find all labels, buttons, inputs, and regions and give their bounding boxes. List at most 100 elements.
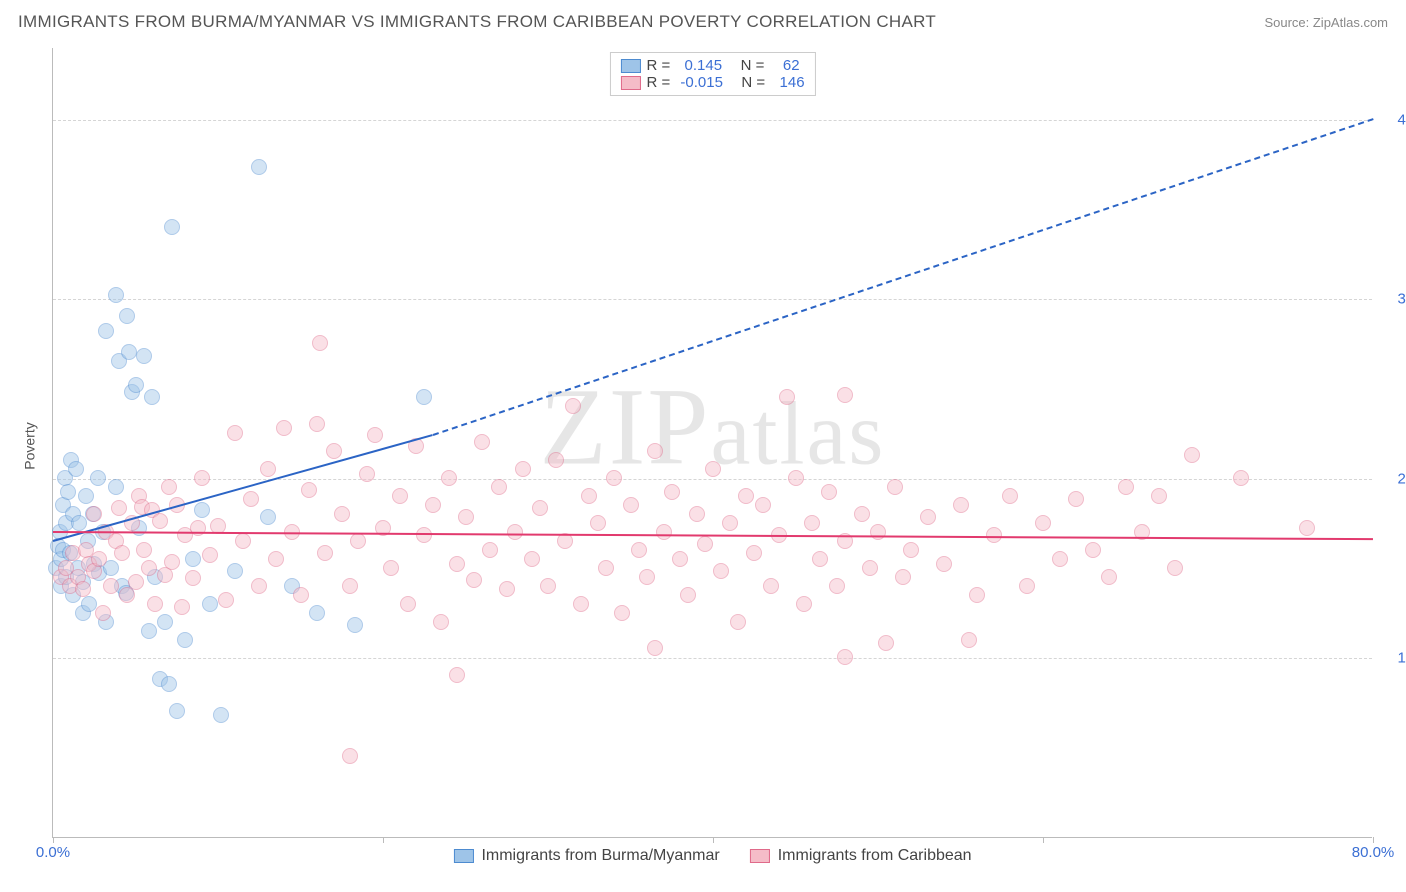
data-point bbox=[474, 434, 490, 450]
data-point bbox=[202, 596, 218, 612]
data-point bbox=[293, 587, 309, 603]
data-point bbox=[738, 488, 754, 504]
y-tick-label: 10.0% bbox=[1380, 650, 1406, 667]
data-point bbox=[98, 323, 114, 339]
data-point bbox=[161, 676, 177, 692]
data-point bbox=[309, 605, 325, 621]
data-point bbox=[157, 614, 173, 630]
data-point bbox=[301, 482, 317, 498]
data-point bbox=[796, 596, 812, 612]
r-value: 0.145 bbox=[676, 57, 722, 74]
data-point bbox=[144, 389, 160, 405]
data-point bbox=[141, 560, 157, 576]
legend-series: Immigrants from Burma/Myanmar Immigrants … bbox=[453, 847, 971, 865]
data-point bbox=[121, 344, 137, 360]
data-point bbox=[441, 470, 457, 486]
data-point bbox=[350, 533, 366, 549]
data-point bbox=[722, 515, 738, 531]
data-point bbox=[1151, 488, 1167, 504]
data-point bbox=[449, 556, 465, 572]
data-point bbox=[276, 420, 292, 436]
data-point bbox=[1233, 470, 1249, 486]
data-point bbox=[1002, 488, 1018, 504]
data-point bbox=[359, 466, 375, 482]
data-point bbox=[812, 551, 828, 567]
x-tick-mark bbox=[713, 837, 714, 843]
data-point bbox=[664, 484, 680, 500]
data-point bbox=[309, 416, 325, 432]
data-point bbox=[895, 569, 911, 585]
data-point bbox=[243, 491, 259, 507]
data-point bbox=[78, 488, 94, 504]
source-text: Source: ZipAtlas.com bbox=[1264, 15, 1388, 30]
data-point bbox=[213, 707, 229, 723]
n-value: 62 bbox=[770, 57, 799, 74]
data-point bbox=[91, 551, 107, 567]
legend-item: Immigrants from Caribbean bbox=[750, 847, 972, 865]
x-tick-mark bbox=[1043, 837, 1044, 843]
data-point bbox=[185, 570, 201, 586]
data-point bbox=[755, 497, 771, 513]
x-tick-label: 80.0% bbox=[1352, 844, 1395, 861]
data-point bbox=[416, 389, 432, 405]
n-label: N = bbox=[728, 57, 764, 74]
data-point bbox=[174, 599, 190, 615]
data-point bbox=[936, 556, 952, 572]
data-point bbox=[136, 542, 152, 558]
x-tick-label: 0.0% bbox=[36, 844, 70, 861]
gridline bbox=[53, 299, 1372, 300]
r-label: R = bbox=[646, 74, 670, 91]
data-point bbox=[746, 545, 762, 561]
data-point bbox=[75, 581, 91, 597]
data-point bbox=[656, 524, 672, 540]
x-tick-mark bbox=[53, 837, 54, 843]
data-point bbox=[862, 560, 878, 576]
data-point bbox=[152, 513, 168, 529]
data-point bbox=[606, 470, 622, 486]
data-point bbox=[837, 387, 853, 403]
data-point bbox=[326, 443, 342, 459]
data-point bbox=[1118, 479, 1134, 495]
x-tick-mark bbox=[383, 837, 384, 843]
data-point bbox=[548, 452, 564, 468]
data-point bbox=[164, 554, 180, 570]
data-point bbox=[60, 484, 76, 500]
data-point bbox=[194, 502, 210, 518]
data-point bbox=[647, 640, 663, 656]
data-point bbox=[1085, 542, 1101, 558]
data-point bbox=[108, 287, 124, 303]
legend-item: Immigrants from Burma/Myanmar bbox=[453, 847, 719, 865]
data-point bbox=[400, 596, 416, 612]
data-point bbox=[647, 443, 663, 459]
data-point bbox=[342, 748, 358, 764]
data-point bbox=[164, 219, 180, 235]
data-point bbox=[141, 623, 157, 639]
data-point bbox=[639, 569, 655, 585]
data-point bbox=[953, 497, 969, 513]
data-point bbox=[779, 389, 795, 405]
data-point bbox=[540, 578, 556, 594]
data-point bbox=[788, 470, 804, 486]
data-point bbox=[95, 605, 111, 621]
data-point bbox=[227, 425, 243, 441]
data-point bbox=[672, 551, 688, 567]
data-point bbox=[961, 632, 977, 648]
data-point bbox=[631, 542, 647, 558]
data-point bbox=[573, 596, 589, 612]
data-point bbox=[920, 509, 936, 525]
data-point bbox=[565, 398, 581, 414]
data-point bbox=[449, 667, 465, 683]
r-label: R = bbox=[646, 57, 670, 74]
data-point bbox=[1052, 551, 1068, 567]
data-point bbox=[713, 563, 729, 579]
data-point bbox=[581, 488, 597, 504]
data-point bbox=[251, 578, 267, 594]
data-point bbox=[491, 479, 507, 495]
data-point bbox=[260, 509, 276, 525]
legend-swatch bbox=[620, 59, 640, 73]
data-point bbox=[218, 592, 234, 608]
gridline bbox=[53, 479, 1372, 480]
data-point bbox=[730, 614, 746, 630]
data-point bbox=[969, 587, 985, 603]
y-tick-label: 30.0% bbox=[1380, 291, 1406, 308]
